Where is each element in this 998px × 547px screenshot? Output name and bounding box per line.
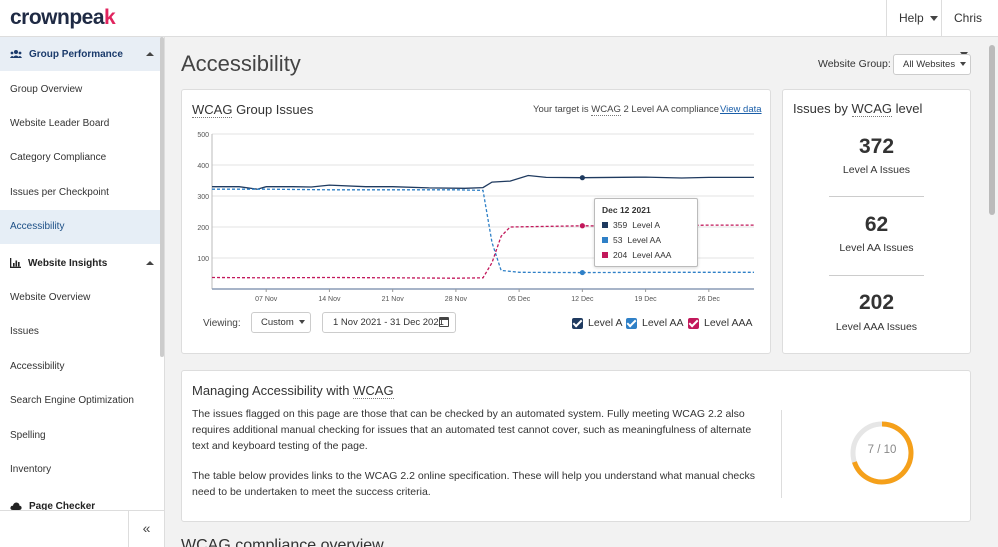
checkbox-checked-icon [688, 317, 699, 329]
tooltip-row-level-a: 359 Level A [602, 220, 660, 230]
wcag-compliance-overview-heading: WCAG compliance overview [181, 537, 384, 547]
chevron-down-icon [960, 62, 967, 67]
level-a-label: Level A Issues [842, 164, 911, 176]
chevron-down-icon [298, 320, 305, 325]
x-tick-label: 05 Dec [508, 296, 531, 303]
level-aaa-label: Level AAA Issues [835, 321, 918, 333]
tooltip-row-level-aa: 53 Level AA [602, 235, 661, 245]
score-gauge [850, 421, 914, 485]
chevron-down-icon [929, 16, 938, 22]
chart-tooltip: Dec 12 2021 359 Level A 53 Level AA 204 Lev… [594, 198, 698, 267]
website-group-label: Website Group: [818, 58, 891, 70]
sidebar-section-group-performance[interactable]: Group Performance [0, 37, 162, 71]
managing-intro-paragraph: The issues flagged on this page are thos… [192, 408, 752, 452]
level-aaa-count: 202 [858, 291, 895, 314]
level-aa-count: 62 [864, 213, 889, 236]
sidebar-item-issues-per-checkpoint[interactable]: Issues per Checkpoint [10, 187, 109, 198]
managing-card-title: Managing Accessibility with WCAG [192, 383, 394, 399]
sidebar: Group Performance Group Overview Website… [0, 37, 165, 547]
crownpeak-logo[interactable]: crownpeak [10, 6, 116, 29]
main-scrollbar[interactable] [989, 45, 995, 215]
managing-accessibility-card [181, 370, 971, 522]
sidebar-item-spelling[interactable]: Spelling [10, 430, 46, 441]
y-tick-label: 200 [197, 225, 209, 232]
sidebar-scrollbar[interactable] [160, 37, 164, 357]
highlight-point-level-a [579, 175, 585, 181]
card-vertical-divider [781, 410, 782, 498]
sidebar-item-accessibility[interactable]: Accessibility [10, 361, 65, 372]
checkbox-checked-icon [626, 317, 637, 329]
sidebar-item-inventory[interactable]: Inventory [10, 464, 52, 475]
issues-by-level-title: Issues by WCAG level [793, 101, 923, 117]
chevron-up-icon [146, 52, 154, 56]
series-line-level-a [212, 174, 754, 190]
page-title: Accessibility [181, 51, 301, 76]
collapse-sidebar-button[interactable]: « [128, 510, 164, 547]
series-line-level-aa [212, 188, 754, 274]
sidebar-item-website-leader-board[interactable]: Website Leader Board [10, 118, 110, 129]
x-tick-label: 21 Nov [382, 296, 405, 303]
sidebar-item-group-accessibility[interactable]: Accessibility [0, 210, 162, 244]
x-tick-label: 07 Nov [255, 296, 278, 303]
sidebar-section-page-checker[interactable]: Page Checker [0, 489, 162, 523]
x-tick-label: 14 Nov [318, 296, 341, 303]
website-group-select[interactable]: All Websites [893, 54, 971, 75]
legend-toggle-level-a[interactable]: Level A [572, 317, 622, 329]
highlight-point-level-aaa [579, 223, 585, 229]
level-a-count: 372 [858, 135, 895, 158]
y-tick-label: 500 [197, 132, 209, 139]
calendar-icon [439, 317, 449, 327]
sidebar-footer-divider [0, 510, 128, 511]
sidebar-section-website-insights[interactable]: Website Insights [0, 246, 162, 280]
x-tick-label: 19 Dec [635, 296, 658, 303]
score-gauge-text: 7 / 10 [867, 444, 897, 456]
view-data-link[interactable]: View data [720, 104, 762, 115]
legend-toggle-level-aaa[interactable]: Level AAA [688, 317, 752, 329]
wcag-issues-line-chart: 100 200 300 400 500 07 Nov 14 Nov 21 Nov 28 Nov 0… [197, 132, 754, 303]
bar-chart-icon [10, 258, 21, 268]
y-tick-label: 100 [197, 256, 209, 263]
sidebar-item-category-compliance[interactable]: Category Compliance [10, 152, 107, 163]
cloud-icon [10, 502, 22, 510]
x-tick-label: 26 Dec [698, 296, 721, 303]
managing-links-paragraph: The table below provides links to the WC… [192, 470, 756, 498]
date-range-picker[interactable]: 1 Nov 2021 - 31 Dec 2021 [322, 312, 456, 333]
stat-divider [829, 275, 924, 276]
viewing-label: Viewing: [203, 318, 241, 329]
stat-divider [829, 196, 924, 197]
sidebar-item-issues[interactable]: Issues [10, 326, 39, 337]
help-menu-button[interactable]: Help [886, 0, 950, 36]
series-line-level-aaa [211, 224, 754, 279]
range-select[interactable]: Custom [251, 312, 311, 333]
users-icon [10, 50, 22, 58]
top-bar: crownpeak Help Chris [0, 0, 998, 58]
legend-toggle-level-aa[interactable]: Level AA [626, 317, 683, 329]
chart-card-title: WCAG Group Issues [192, 102, 314, 118]
chevron-up-icon [146, 261, 154, 265]
gauge-progress-arc [852, 421, 914, 485]
y-tick-label: 400 [197, 163, 209, 170]
sidebar-item-seo[interactable]: Search Engine Optimization [10, 395, 134, 406]
y-tick-label: 300 [197, 194, 209, 201]
checkbox-checked-icon [572, 317, 583, 329]
tooltip-date: Dec 12 2021 [602, 205, 651, 215]
sidebar-item-website-overview[interactable]: Website Overview [10, 292, 91, 303]
x-tick-label: 12 Dec [571, 296, 594, 303]
highlight-point-level-aa [579, 269, 585, 276]
compliance-target-text: Your target is WCAG 2 Level AA complianc… [533, 104, 720, 116]
issues-by-level-card [782, 89, 971, 354]
tooltip-row-level-aaa: 204 Level AAA [602, 250, 671, 260]
level-aa-label: Level AA Issues [839, 242, 914, 254]
sidebar-item-group-overview[interactable]: Group Overview [10, 84, 83, 95]
x-tick-label: 28 Nov [445, 296, 468, 303]
user-menu-button[interactable]: Chris [941, 0, 998, 58]
